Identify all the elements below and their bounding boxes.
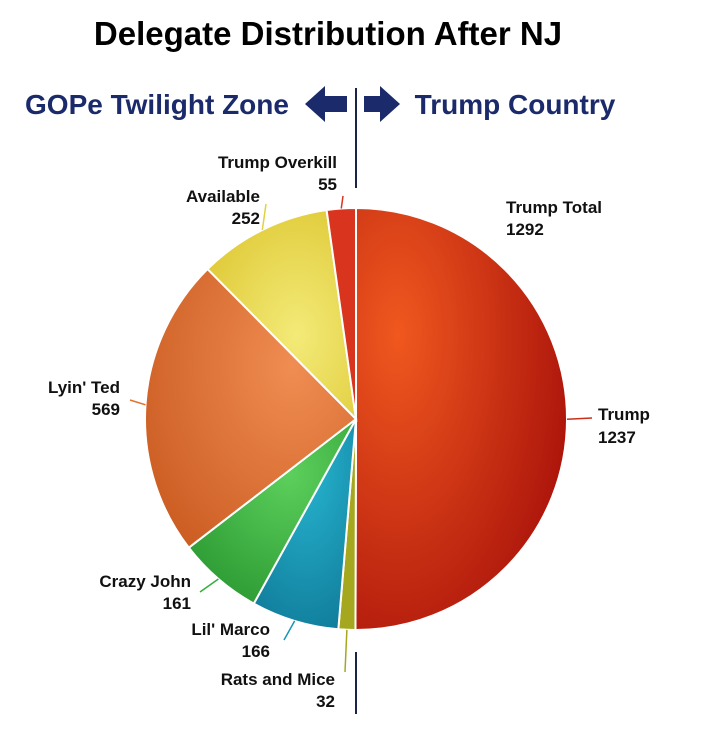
zone-left-label: GOPe Twilight Zone [25,89,289,120]
leader-lines [129,195,593,673]
value-lil-marco: 166 [242,642,270,661]
zone-right-label: Trump Country [415,89,616,120]
pie-slice-lyin-ted [144,267,358,550]
leader-line-available [261,203,267,231]
value-lyin-ted: 569 [92,400,120,419]
label-trump-overkill: Trump Overkill [218,153,337,172]
label-lil-marco: Lil' Marco [191,620,270,639]
pie-slice-trump [354,206,569,631]
leader-line-trump [566,417,593,421]
leader-line-lyin-ted [129,399,146,406]
label-crazy-john: Crazy John [99,572,191,591]
pie-slices [144,206,569,632]
leader-line-rats-and-mice [344,629,348,673]
label-rats-and-mice: Rats and Mice [221,670,335,689]
leader-line-trump-overkill [340,195,344,209]
value-available: 252 [232,209,260,228]
label-trump: Trump [598,405,650,424]
label-trump-total: Trump Total [506,198,602,217]
value-crazy-john: 161 [163,594,191,613]
value-trump-overkill: 55 [318,175,337,194]
value-trump: 1237 [598,428,636,447]
arrow-left-icon [305,86,347,122]
value-rats-and-mice: 32 [316,692,335,711]
leader-line-crazy-john [199,578,219,593]
label-available: Available [186,187,260,206]
leader-line-lil-marco [283,620,296,641]
chart-title: Delegate Distribution After NJ [94,15,562,52]
arrow-right-icon [364,86,400,122]
value-trump-total: 1292 [506,220,544,239]
label-lyin-ted: Lyin' Ted [48,378,120,397]
